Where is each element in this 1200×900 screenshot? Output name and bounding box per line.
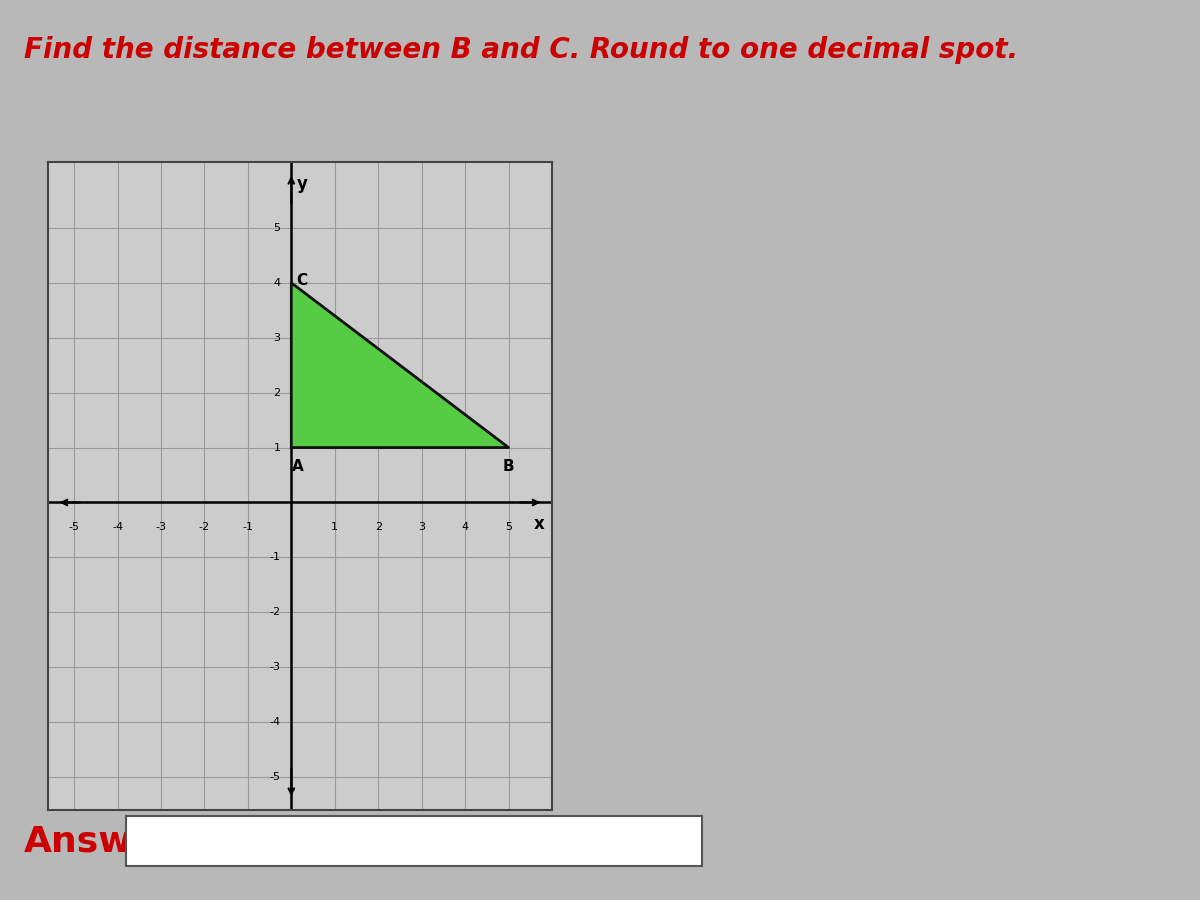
Text: -4: -4 [112, 522, 124, 532]
Text: 1: 1 [331, 522, 338, 532]
Text: A: A [292, 459, 304, 474]
Text: C: C [296, 273, 307, 288]
Text: -1: -1 [270, 553, 281, 562]
Text: 4: 4 [462, 522, 469, 532]
Text: -5: -5 [270, 772, 281, 782]
Text: -1: -1 [242, 522, 253, 532]
Text: 4: 4 [274, 278, 281, 288]
Text: -3: -3 [156, 522, 167, 532]
Text: 1: 1 [274, 443, 281, 453]
Text: -5: -5 [68, 522, 79, 532]
Text: Find the distance between B and C. Round to one decimal spot.: Find the distance between B and C. Round… [24, 36, 1018, 64]
Text: 2: 2 [274, 388, 281, 398]
Text: B: B [503, 459, 515, 474]
Text: -4: -4 [269, 717, 281, 727]
Text: 5: 5 [505, 522, 512, 532]
Text: 3: 3 [418, 522, 425, 532]
Text: 2: 2 [374, 522, 382, 532]
Text: -2: -2 [199, 522, 210, 532]
Text: -2: -2 [269, 608, 281, 617]
Text: y: y [296, 175, 307, 193]
Text: 3: 3 [274, 333, 281, 343]
Polygon shape [292, 283, 509, 447]
Text: Answer=: Answer= [24, 824, 205, 859]
Text: 5: 5 [274, 223, 281, 233]
Text: -3: -3 [270, 662, 281, 672]
Text: x: x [534, 516, 545, 534]
